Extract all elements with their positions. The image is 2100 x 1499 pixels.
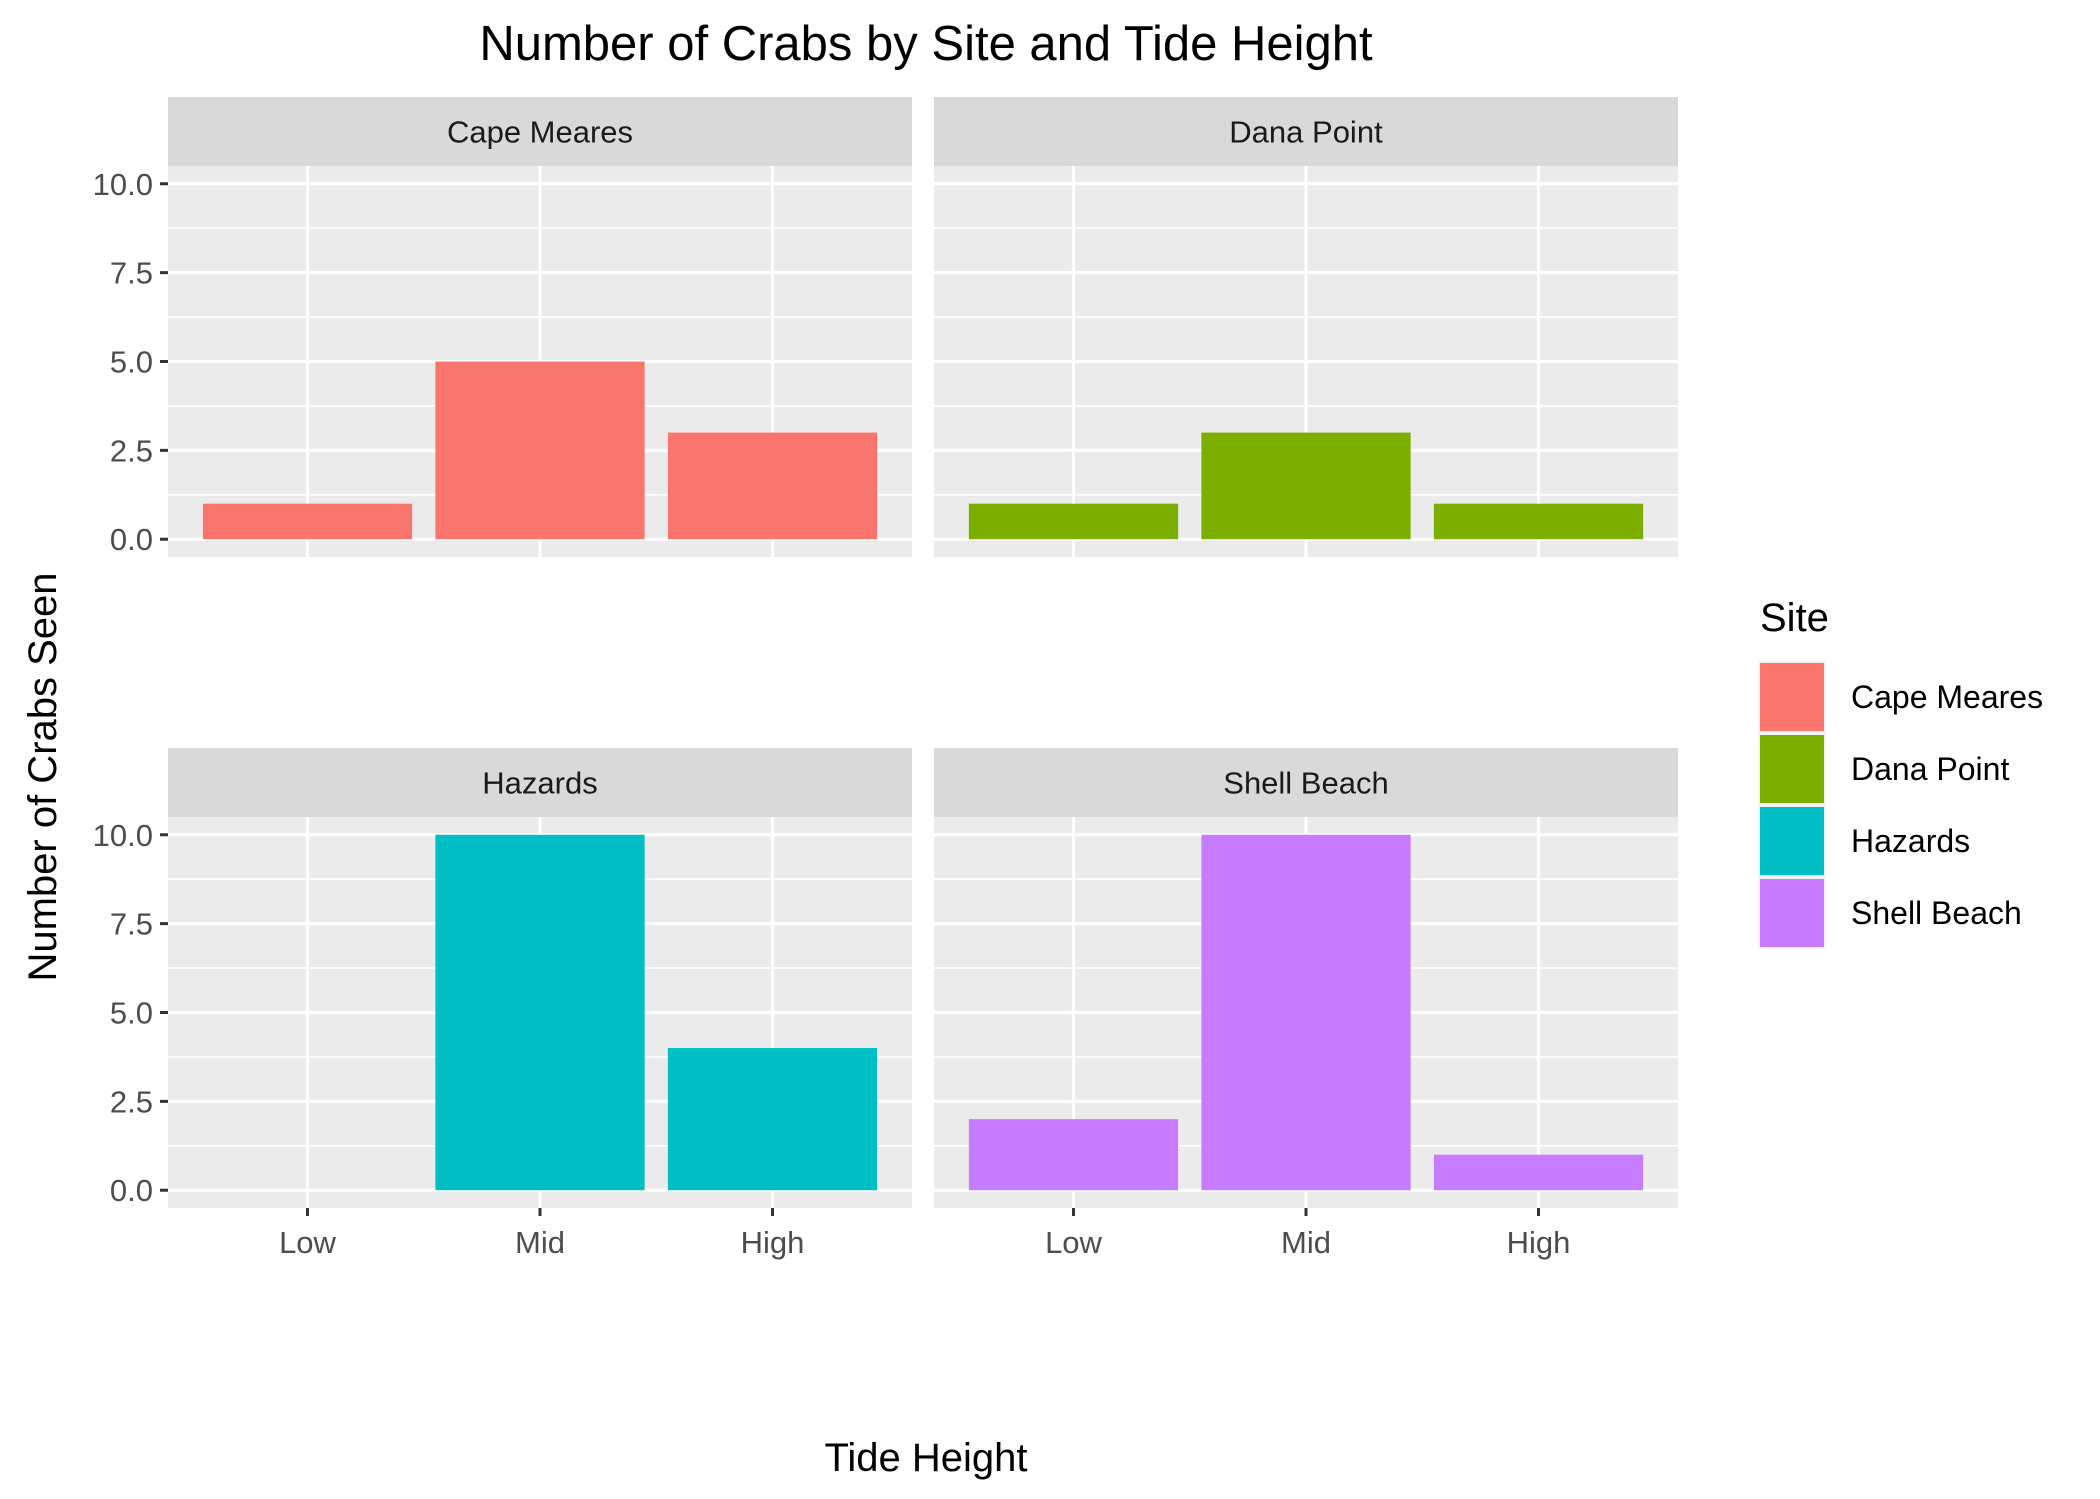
y-axis-title: Number of Crabs Seen — [21, 572, 65, 981]
facet-hazards: Hazards 0.0 2.5 5.0 7.5 10.0 Low Mid High — [93, 748, 912, 1260]
facets: Cape Meares 0.0 2.5 5.0 7.5 10.0 Dana Point Haz… — [93, 97, 1678, 1260]
legend-swatch — [1760, 807, 1824, 875]
legend: Site Cape Meares Dana Point Hazards Shell B… — [1758, 596, 2043, 949]
bar-cape-meares-low — [202, 503, 413, 540]
legend-item-dana-point: Dana Point — [1758, 733, 2009, 805]
legend-title: Site — [1760, 596, 1829, 640]
facet-strip-label: Hazards — [482, 766, 597, 801]
bar-cape-meares-high — [667, 432, 878, 540]
y-tick-label: 2.5 — [110, 1084, 153, 1119]
y-tick-label: 5.0 — [110, 996, 153, 1031]
y-tick-label: 7.5 — [110, 907, 153, 942]
facet-strip — [168, 748, 912, 817]
legend-item-shell-beach: Shell Beach — [1758, 877, 2022, 949]
legend-item-cape-meares: Cape Meares — [1758, 661, 2043, 733]
y-tick-label: 10.0 — [93, 167, 153, 202]
facet-strip — [934, 97, 1678, 166]
bar-hazards-high — [667, 1048, 878, 1191]
facet-shell-beach: Shell Beach Low Mid High — [934, 748, 1678, 1260]
bar-hazards-mid — [435, 834, 645, 1191]
x-tick-label: High — [1507, 1225, 1571, 1260]
legend-label: Cape Meares — [1851, 679, 2043, 715]
y-tick-label: 2.5 — [110, 433, 153, 468]
bar-dana-point-mid — [1201, 432, 1411, 540]
facet-dana-point: Dana Point — [934, 97, 1678, 557]
y-tick-label: 7.5 — [110, 256, 153, 291]
bar-dana-point-high — [1433, 503, 1644, 540]
x-tick-label: High — [741, 1225, 805, 1260]
legend-swatch — [1760, 879, 1824, 947]
legend-label: Hazards — [1851, 823, 1970, 859]
x-tick-label: Mid — [1281, 1225, 1331, 1260]
y-tick-label: 10.0 — [93, 818, 153, 853]
legend-swatch — [1760, 663, 1824, 731]
legend-label: Dana Point — [1851, 751, 2009, 787]
bar-cape-meares-mid — [435, 361, 645, 540]
x-tick-label: Mid — [515, 1225, 565, 1260]
facet-cape-meares: Cape Meares 0.0 2.5 5.0 7.5 10.0 — [93, 97, 912, 557]
y-tick-label: 0.0 — [110, 1173, 153, 1208]
legend-label: Shell Beach — [1851, 895, 2022, 931]
chart-title: Number of Crabs by Site and Tide Height — [479, 17, 1373, 71]
bar-shell-beach-low — [968, 1119, 1179, 1191]
x-tick-label: Low — [279, 1225, 336, 1260]
legend-swatch — [1760, 735, 1824, 803]
x-tick-label: Low — [1045, 1225, 1102, 1260]
y-tick-label: 5.0 — [110, 345, 153, 380]
bar-shell-beach-high — [1433, 1154, 1644, 1191]
bar-shell-beach-mid — [1201, 834, 1411, 1191]
facet-strip-label: Dana Point — [1229, 115, 1383, 150]
legend-item-hazards: Hazards — [1758, 805, 1970, 877]
facet-strip — [168, 97, 912, 166]
facet-strip — [934, 748, 1678, 817]
x-axis-title: Tide Height — [824, 1436, 1027, 1480]
facet-strip-label: Shell Beach — [1223, 766, 1388, 801]
facet-strip-label: Cape Meares — [447, 115, 633, 150]
y-tick-label: 0.0 — [110, 522, 153, 557]
bar-dana-point-low — [968, 503, 1179, 540]
